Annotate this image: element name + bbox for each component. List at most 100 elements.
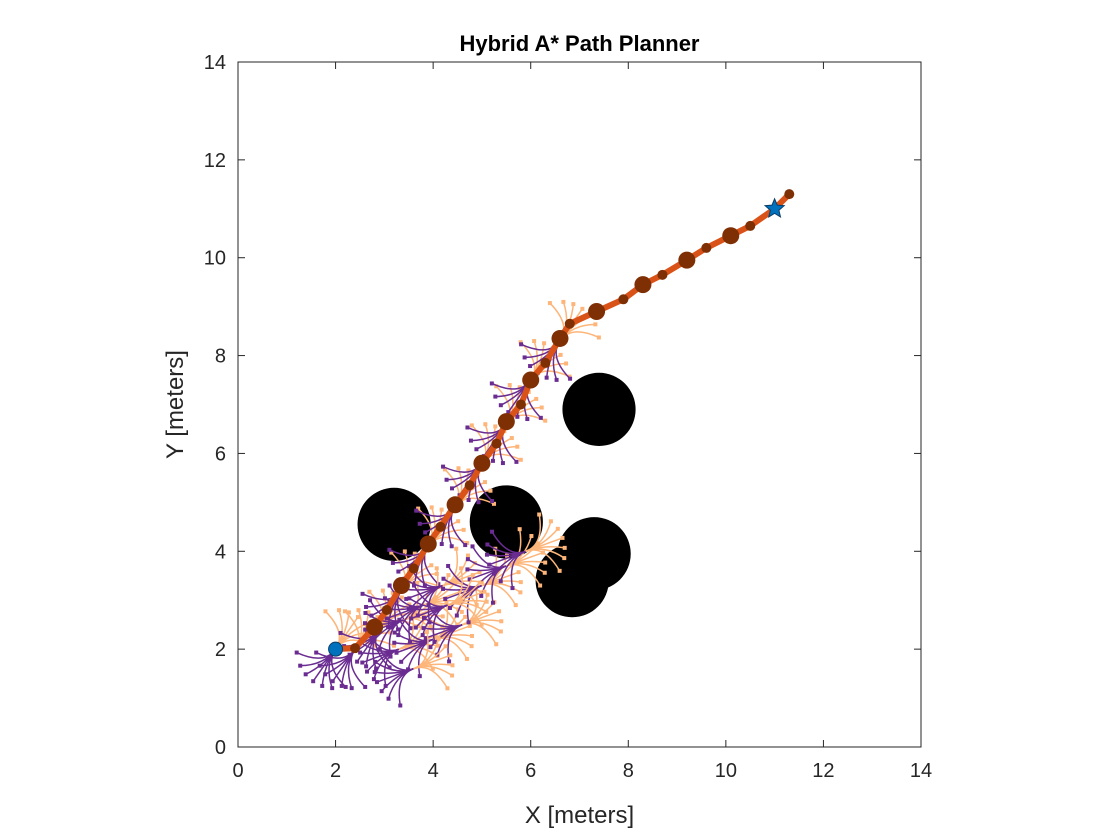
- primitive-endpoint: [465, 567, 470, 572]
- x-tick-label: 6: [525, 760, 536, 782]
- y-axis-ticks: 0 2 4 6 8 10 12 14: [204, 52, 921, 759]
- primitive-endpoint: [547, 301, 552, 306]
- primitive-endpoint: [465, 553, 470, 558]
- primitive-endpoint: [470, 573, 475, 578]
- obstacle: [562, 372, 636, 446]
- primitive-endpoint: [518, 580, 523, 585]
- primitive-endpoint: [399, 659, 404, 664]
- primitive-endpoint: [424, 629, 429, 634]
- primitive-endpoint: [369, 640, 374, 645]
- primitive-endpoint: [330, 679, 335, 684]
- primitive-endpoint: [484, 599, 489, 604]
- y-axis-label: Y [meters]: [162, 350, 189, 459]
- primitive-endpoint: [513, 603, 518, 608]
- primitive-endpoint: [538, 415, 543, 420]
- primitive-endpoint: [548, 519, 553, 524]
- primitive-endpoint: [386, 696, 391, 701]
- forward-primitive: [447, 568, 463, 606]
- primitive-endpoint: [532, 339, 537, 344]
- primitive-endpoint: [389, 625, 394, 630]
- primitive-endpoint: [562, 556, 567, 561]
- primitive-endpoint: [477, 570, 482, 575]
- primitive-endpoint: [368, 598, 373, 603]
- primitive-endpoint: [384, 616, 389, 621]
- x-tick-label: 10: [715, 760, 737, 782]
- path-node: [392, 577, 410, 595]
- reverse-primitive: [427, 584, 444, 623]
- primitive-endpoint: [454, 546, 459, 551]
- primitive-endpoint: [442, 467, 447, 472]
- path-node: [551, 329, 569, 347]
- primitive-endpoint: [414, 508, 419, 513]
- primitive-endpoint: [441, 576, 446, 581]
- primitive-endpoint: [428, 624, 433, 629]
- primitive-endpoint: [387, 547, 392, 552]
- x-tick-label: 0: [232, 760, 243, 782]
- start-goal-layer: [328, 197, 786, 657]
- y-tick-label: 0: [215, 737, 226, 759]
- primitive-endpoint: [514, 459, 519, 464]
- planned-path: [332, 191, 793, 653]
- primitive-endpoint: [483, 422, 488, 427]
- primitive-endpoint: [363, 610, 368, 615]
- primitive-endpoint: [432, 639, 437, 644]
- primitive-endpoint: [571, 302, 576, 307]
- path-node-small: [540, 357, 551, 368]
- primitive-endpoint: [463, 543, 468, 548]
- primitive-endpoint: [371, 677, 376, 682]
- x-axis-ticks: 0 2 4 6 8 10 12 14: [232, 62, 932, 782]
- primitive-endpoint: [349, 686, 354, 691]
- x-tick-label: 4: [428, 760, 439, 782]
- primitive-endpoint: [509, 436, 514, 441]
- primitive-endpoint: [412, 551, 417, 556]
- primitive-endpoint: [444, 477, 449, 482]
- primitive-endpoint: [439, 542, 444, 547]
- primitive-endpoint: [447, 659, 452, 664]
- primitive-endpoint: [538, 583, 543, 588]
- primitive-endpoint: [466, 468, 471, 473]
- primitive-endpoint: [499, 619, 504, 624]
- primitive-endpoint: [360, 591, 365, 596]
- primitive-endpoint: [372, 643, 377, 648]
- path-node-small: [745, 220, 756, 231]
- primitive-endpoint: [399, 595, 404, 600]
- primitive-endpoint: [356, 608, 361, 613]
- primitive-endpoint: [428, 645, 433, 650]
- goal-marker: [763, 197, 786, 218]
- primitive-endpoint: [417, 674, 422, 679]
- primitive-endpoint: [507, 383, 512, 388]
- obstacle-layer: [357, 372, 636, 618]
- x-tick-label: 8: [623, 760, 634, 782]
- primitive-endpoint: [493, 394, 498, 399]
- primitive-endpoint: [465, 425, 470, 430]
- path-node-small: [464, 480, 475, 491]
- primitive-endpoint: [408, 605, 413, 610]
- primitive-endpoint: [430, 666, 435, 671]
- primitive-endpoint: [347, 652, 352, 657]
- primitive-endpoint: [490, 529, 495, 534]
- primitive-endpoint: [542, 341, 547, 346]
- x-tick-label: 2: [330, 760, 341, 782]
- primitive-endpoint: [391, 643, 396, 648]
- primitive-endpoint: [515, 444, 520, 449]
- primitive-endpoint: [544, 375, 549, 380]
- primitive-endpoint: [490, 458, 495, 463]
- primitive-endpoint: [500, 461, 505, 466]
- primitive-endpoint: [317, 663, 322, 668]
- forward-primitive: [525, 514, 541, 552]
- primitive-endpoint: [409, 626, 414, 631]
- primitive-endpoint: [323, 672, 328, 677]
- primitive-endpoint: [429, 505, 434, 510]
- primitive-endpoint: [490, 600, 495, 605]
- path-node-small: [618, 294, 629, 305]
- path-node: [522, 371, 540, 389]
- primitive-endpoint: [515, 414, 520, 419]
- primitive-endpoint: [362, 621, 367, 626]
- forward-primitive: [462, 587, 478, 626]
- primitive-endpoint: [450, 486, 455, 491]
- primitive-endpoint: [389, 550, 394, 555]
- primitive-endpoint: [382, 596, 387, 601]
- primitive-endpoint: [465, 540, 470, 545]
- primitive-endpoint: [446, 563, 451, 568]
- primitive-endpoint: [485, 592, 490, 597]
